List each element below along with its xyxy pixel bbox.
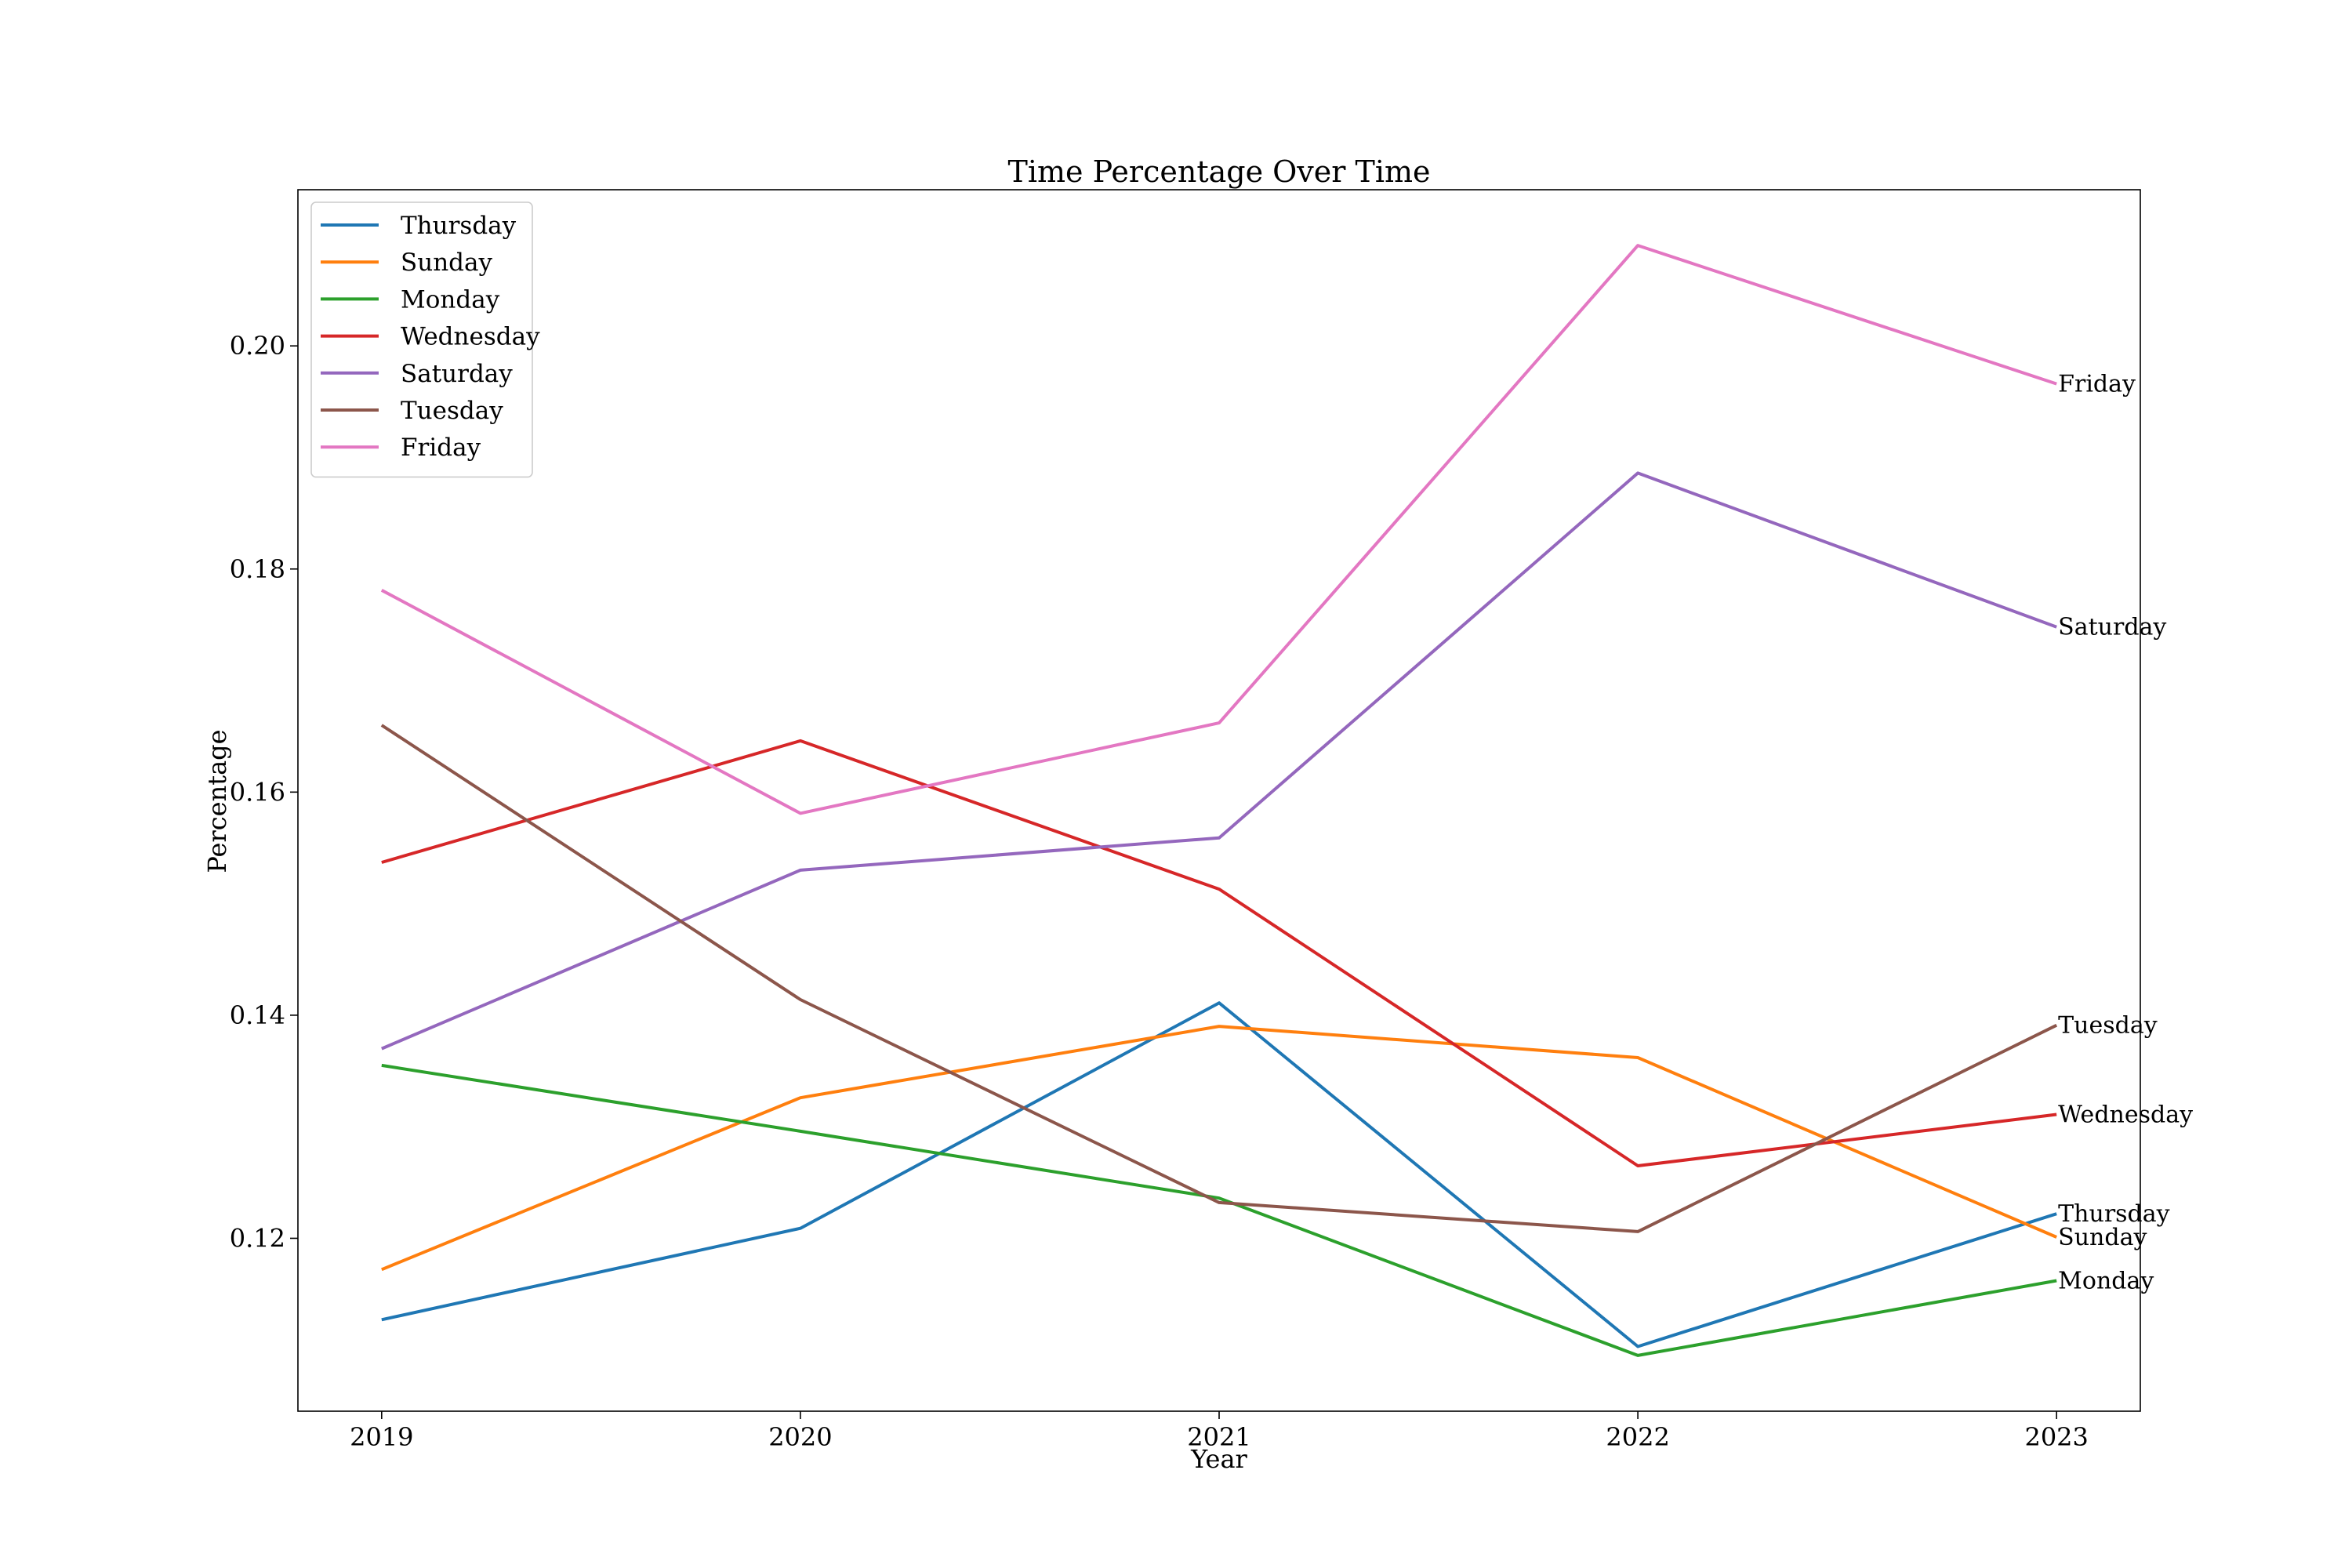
series-end-label: Thursday <box>2058 1200 2169 1228</box>
series-line-monday <box>381 1063 2057 1357</box>
y-tick-label: 0.20 <box>230 331 285 361</box>
x-tick-label: 2022 <box>1606 1422 1669 1452</box>
y-tick-label: 0.14 <box>230 1000 285 1030</box>
series-end-label: Friday <box>2058 371 2136 398</box>
x-axis-label: Year <box>1190 1444 1247 1474</box>
legend-label: Tuesday <box>401 397 503 425</box>
series-end-label: Tuesday <box>2058 1012 2158 1040</box>
series-line-sunday <box>381 1025 2057 1272</box>
x-tick-label: 2020 <box>768 1422 832 1452</box>
legend-label: Wednesday <box>401 323 540 351</box>
series-line-tuesday <box>380 724 2058 1233</box>
y-tick-label: 0.18 <box>230 554 285 584</box>
series-line-thursday <box>381 1001 2057 1348</box>
legend-label: Friday <box>401 434 481 462</box>
plot-area: 2019 2020 2021 2022 2023 0.12 0.14 0.16 0.18 0.20… <box>230 189 2193 1452</box>
series-line-wednesday <box>381 739 2057 1167</box>
chart-title: Time Percentage Over Time <box>1007 154 1430 189</box>
series-end-label: Wednesday <box>2058 1102 2193 1129</box>
y-tick-label: 0.16 <box>230 777 285 807</box>
legend-box <box>310 201 533 478</box>
series-end-label: Sunday <box>2058 1224 2147 1251</box>
x-tick-label: 2019 <box>350 1422 413 1452</box>
plot-frame <box>297 189 2141 1412</box>
x-tick-label: 2023 <box>2024 1422 2088 1452</box>
y-tick-label: 0.12 <box>230 1223 285 1253</box>
series-line-saturday <box>381 471 2057 1051</box>
legend-label: Sunday <box>401 249 492 277</box>
legend-label: Thursday <box>401 212 517 240</box>
legend-label: Saturday <box>401 360 513 388</box>
legend-label: Monday <box>401 285 500 314</box>
series-end-label: Saturday <box>2058 614 2166 641</box>
y-axis-label: Percentage <box>202 729 232 873</box>
series-end-label: Monday <box>2058 1268 2154 1295</box>
series-line-friday <box>380 244 2057 815</box>
x-tick-label: 2021 <box>1187 1422 1250 1452</box>
